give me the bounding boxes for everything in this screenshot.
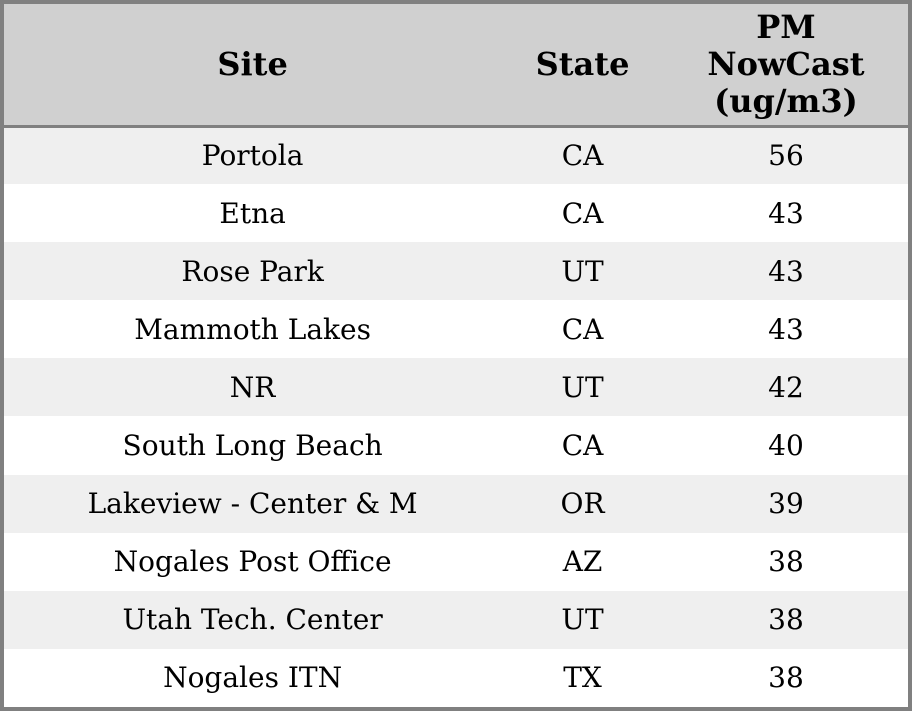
table-row: NR UT 42 [4, 358, 908, 417]
table-row: Etna CA 43 [4, 184, 908, 243]
table-row: Lakeview - Center & M OR 39 [4, 474, 908, 533]
site-cell: Nogales ITN [163, 661, 343, 695]
pm-value-cell: 43 [768, 254, 804, 288]
pm-value-cell: 43 [768, 196, 804, 230]
site-cell: Mammoth Lakes [134, 312, 371, 346]
state-cell: TX [563, 661, 602, 695]
table-row: Portola CA 56 [4, 126, 908, 185]
column-header-pm-nowcast: PM NowCast (ug/m3) [663, 4, 908, 128]
site-cell: Rose Park [181, 254, 324, 288]
pm-value-cell: 39 [768, 487, 804, 521]
site-cell: Utah Tech. Center [122, 603, 383, 637]
column-header-site: Site [4, 4, 502, 128]
table-header: Site State PM NowCast (ug/m3) [4, 4, 908, 128]
state-cell: CA [561, 139, 604, 173]
state-cell: CA [561, 429, 604, 463]
pm-value-cell: 38 [768, 545, 804, 579]
table-row: South Long Beach CA 40 [4, 416, 908, 475]
table-row: Rose Park UT 43 [4, 242, 908, 301]
state-cell: CA [561, 196, 604, 230]
column-header-state: State [501, 4, 664, 128]
pm-value-cell: 38 [768, 661, 804, 695]
site-cell: South Long Beach [122, 429, 383, 463]
pm-nowcast-table: Site State PM NowCast (ug/m3) Portola CA… [4, 4, 908, 707]
header-row: Site State PM NowCast (ug/m3) [4, 4, 908, 128]
state-cell: CA [561, 312, 604, 346]
pm-value-cell: 43 [768, 312, 804, 346]
state-cell: UT [561, 370, 604, 404]
pm-value-cell: 42 [768, 370, 804, 404]
site-cell: NR [229, 370, 276, 404]
table-body: Portola CA 56 Etna CA 43 Rose Park UT 43… [4, 126, 908, 707]
pm-value-cell: 56 [768, 139, 804, 173]
site-cell: Portola [201, 139, 304, 173]
state-cell: AZ [562, 545, 603, 579]
table-row: Nogales ITN TX 38 [4, 648, 908, 707]
site-cell: Lakeview - Center & M [87, 487, 418, 521]
table-row: Mammoth Lakes CA 43 [4, 300, 908, 359]
state-cell: OR [560, 487, 605, 521]
table-row: Utah Tech. Center UT 38 [4, 590, 908, 649]
site-cell: Etna [219, 196, 286, 230]
state-cell: UT [561, 603, 604, 637]
state-cell: UT [561, 254, 604, 288]
table-row: Nogales Post Office AZ 38 [4, 532, 908, 591]
site-cell: Nogales Post Office [113, 545, 392, 579]
pm-value-cell: 38 [768, 603, 804, 637]
pm-value-cell: 40 [768, 429, 804, 463]
